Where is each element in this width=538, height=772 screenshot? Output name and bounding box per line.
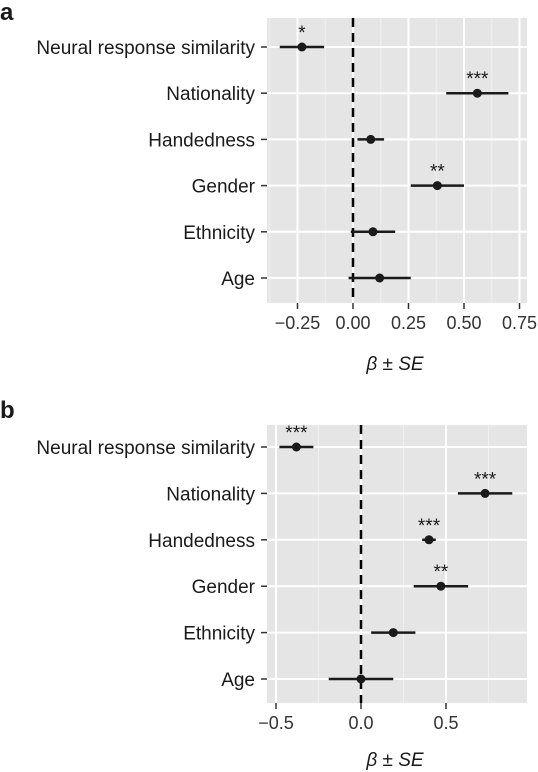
- panel-b-category-label: Age: [221, 670, 255, 691]
- panel-a-estimate-point: [366, 134, 376, 144]
- panel-b-significance-label: ***: [418, 516, 441, 537]
- panel-a-x-tick-label: 0.75: [502, 313, 537, 333]
- panel-b-estimate-point: [356, 674, 366, 684]
- panel-a-significance-label: *: [298, 23, 306, 44]
- panel-b-plot-background: [267, 425, 527, 703]
- panel-b-significance-label: ***: [285, 423, 308, 444]
- panel-a-x-tick-label: 0.00: [335, 313, 370, 333]
- panel-b-category-label: Gender: [192, 577, 256, 598]
- panel-b-significance-label: **: [434, 562, 449, 583]
- panel-a-estimate-point: [472, 88, 482, 98]
- panel-a-category-label: Neural response similarity: [36, 38, 255, 59]
- panel-a-category-label: Age: [221, 269, 255, 290]
- panel-b-category-label: Neural response similarity: [36, 438, 255, 459]
- panel-b-estimate-point: [291, 442, 301, 452]
- panel-b-x-axis-title: β ± SE: [365, 750, 424, 771]
- panel-b-plot: Neural response similarity *** Nationality…: [36, 423, 527, 733]
- panel-a-plot: Neural response similarity * Nationality **…: [36, 18, 537, 333]
- panel-a-plot-background: [267, 18, 527, 303]
- panel-a-estimate-point: [368, 227, 378, 237]
- panel-a-estimate-point: [297, 42, 307, 52]
- panel-a-significance-label: ***: [466, 69, 489, 90]
- panel-a-estimate-point: [375, 273, 385, 283]
- panel-a-estimate-point: [432, 181, 442, 191]
- panel-b-estimate-point: [388, 628, 398, 638]
- panel-b-x-tick-label: −0.5: [258, 713, 294, 733]
- panel-b-significance-label: ***: [474, 469, 497, 490]
- panel-b-estimate-point: [424, 535, 434, 545]
- panel-a-x-tick-label: 0.25: [391, 313, 426, 333]
- panel-b-estimate-point: [480, 488, 490, 498]
- panel-b-x-tick-label: 0.0: [348, 713, 373, 733]
- panel-a-category-label: Ethnicity: [183, 223, 255, 244]
- panel-a-category-label: Nationality: [166, 84, 255, 105]
- panel-a-category-label: Handedness: [148, 130, 255, 151]
- panel-a-significance-label: **: [430, 162, 445, 183]
- panel-b-x-tick-label: 0.5: [433, 713, 458, 733]
- panel-b-category-label: Nationality: [166, 484, 255, 505]
- panel-b-estimate-point: [436, 581, 446, 591]
- panel-b-category-label: Ethnicity: [183, 624, 255, 645]
- panel-a-label: a: [0, 0, 14, 26]
- panel-a-x-axis-title: β ± SE: [365, 354, 424, 375]
- panel-a-category-label: Gender: [192, 177, 256, 198]
- panel-b-label: b: [0, 397, 15, 424]
- panel-a-x-tick-label: −0.25: [275, 313, 321, 333]
- panel-a-x-tick-label: 0.50: [446, 313, 481, 333]
- panel-b-category-label: Handedness: [148, 531, 255, 552]
